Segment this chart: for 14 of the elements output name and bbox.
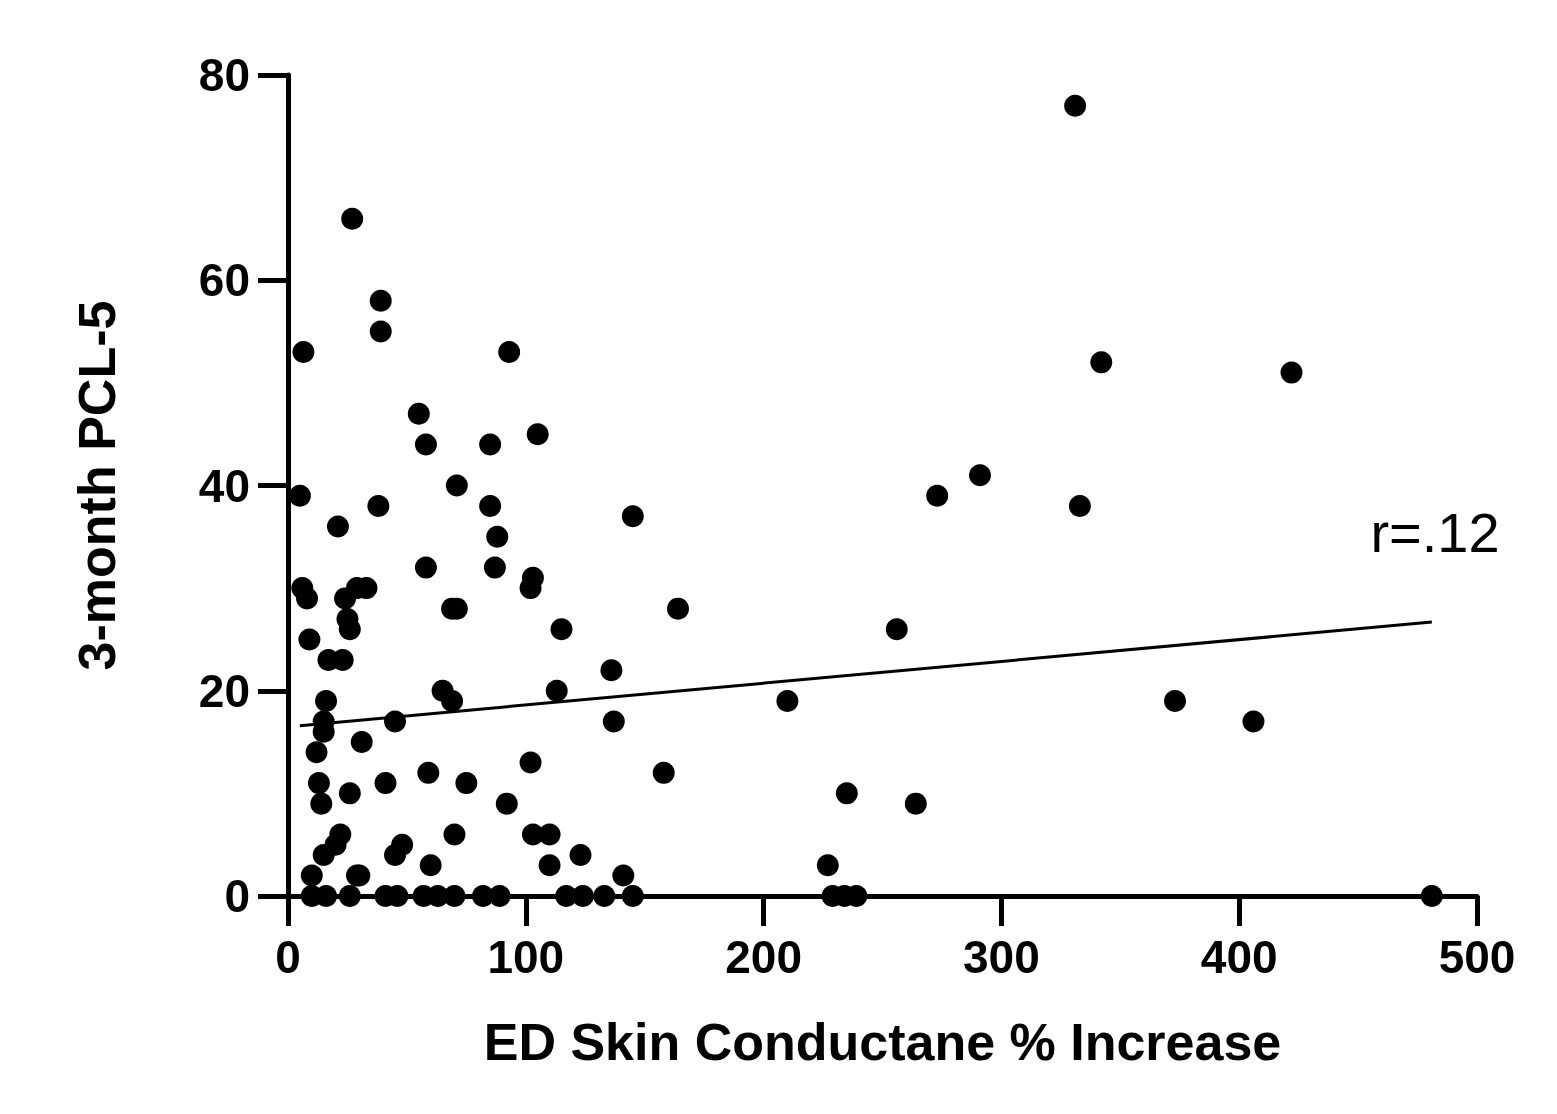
y-tick-label: 80 [198, 49, 250, 101]
annotation: r=.12 [1370, 500, 1500, 564]
y-tick-label: 0 [224, 870, 250, 922]
y-tick-label: 40 [198, 459, 250, 512]
y-tick-label: 60 [198, 254, 250, 307]
y-axis-title: 3-month PCL-5 [68, 300, 126, 671]
x-tick-label: 200 [725, 931, 802, 983]
x-tick-label: 300 [963, 931, 1040, 983]
x-tick-label: 500 [1438, 931, 1516, 983]
x-tick-label: 400 [1200, 931, 1278, 983]
y-tick-label: 20 [198, 664, 250, 717]
x-tick-label: 100 [487, 931, 565, 983]
x-axis-title: ED Skin Conductane % Increase [483, 1013, 1282, 1071]
x-tick-label: 0 [275, 931, 301, 983]
